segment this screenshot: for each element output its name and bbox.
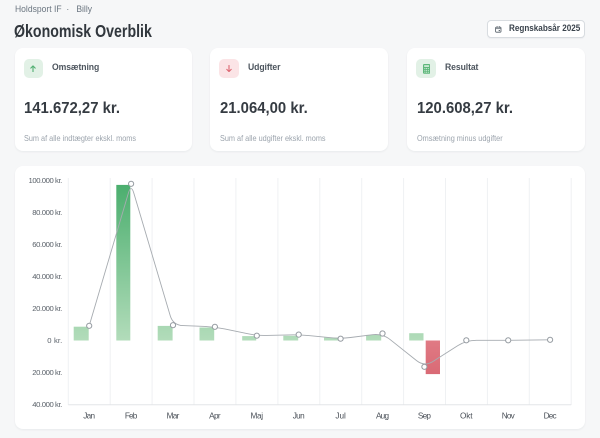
svg-text:100.000 kr.: 100.000 kr. (29, 176, 63, 185)
svg-text:Sep: Sep (418, 412, 431, 421)
svg-text:Dec: Dec (544, 412, 557, 421)
svg-text:Okt: Okt (460, 412, 473, 421)
svg-text:20.000 kr.: 20.000 kr. (32, 304, 62, 313)
svg-text:20.000 kr.: 20.000 kr. (32, 368, 62, 377)
svg-text:0 kr.: 0 kr. (47, 336, 62, 345)
svg-text:Aug: Aug (376, 412, 389, 421)
svg-text:60.000 kr.: 60.000 kr. (32, 240, 62, 249)
svg-text:Jul: Jul (335, 412, 346, 421)
svg-text:Nov: Nov (502, 412, 516, 421)
svg-text:40.000 kr.: 40.000 kr. (32, 400, 62, 409)
svg-text:Feb: Feb (125, 412, 138, 421)
svg-text:Jun: Jun (293, 412, 305, 421)
svg-text:80.000 kr.: 80.000 kr. (32, 208, 62, 217)
svg-text:Maj: Maj (251, 412, 264, 421)
svg-text:Mar: Mar (167, 412, 180, 421)
svg-text:Jan: Jan (83, 412, 95, 421)
svg-text:Apr: Apr (209, 412, 221, 421)
svg-text:40.000 kr.: 40.000 kr. (32, 272, 62, 281)
